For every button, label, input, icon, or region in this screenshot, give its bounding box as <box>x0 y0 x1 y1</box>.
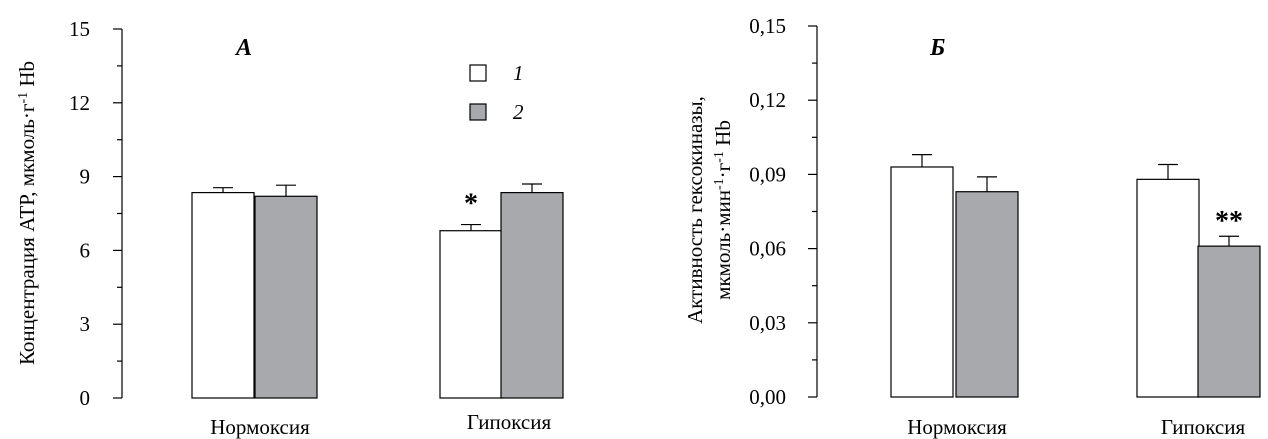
y-tick-label: 0,06 <box>749 237 786 261</box>
panel-b-y-axis-label-line-2: мкмоль·мин-1·г-1 Hb <box>711 120 735 300</box>
bar-Гипоксия-series-2 <box>1197 245 1261 398</box>
chart-panel-b: Б Активность гексокиназы, мкмоль·мин-1·г… <box>683 14 1261 439</box>
y-tick-label: 0,15 <box>749 14 786 38</box>
panel-b-axes: 0,00 0,03 0,06 0,09 0,12 0,15 <box>749 14 818 409</box>
panel-b-y-axis-label-line-1: Активность гексокиназы, <box>683 96 707 324</box>
bar-Нормоксия-series-2 <box>254 195 318 399</box>
legend-swatch-series-2 <box>469 103 487 121</box>
panel-a-category-label-hypoxia: Гипоксия <box>467 410 552 434</box>
panel-b-bars: ** <box>890 154 1261 398</box>
bar-Гипоксия-series-2 <box>500 191 564 399</box>
panel-a-letter: А <box>234 35 252 61</box>
chart-panel-a: А Концентрация АТР, мкмоль·г-1 Hb 036912… <box>15 17 564 439</box>
legend-swatch-series-1 <box>469 64 487 82</box>
legend-label-series-1: 1 <box>513 61 524 85</box>
y-tick-label: 6 <box>80 238 91 262</box>
bar-Гипоксия-series-1 <box>1136 178 1200 398</box>
y-tick-label: 0,00 <box>749 385 786 409</box>
panel-a-axes: 0 3 6 9 12 15 <box>69 17 123 410</box>
significance-marker: ** <box>1215 206 1243 237</box>
y-tick-label: 15 <box>69 17 90 41</box>
bar-Нормоксия-series-1 <box>191 191 255 399</box>
y-tick-label: 0,09 <box>749 162 786 186</box>
panel-a-y-axis-label: Концентрация АТР, мкмоль·г-1 Hb <box>15 61 39 365</box>
panel-b-category-label-hypoxia: Гипоксия <box>1161 415 1246 439</box>
y-tick-label: 0,03 <box>749 311 786 335</box>
y-tick-label: 3 <box>80 312 91 336</box>
significance-marker: * <box>464 189 478 220</box>
y-tick-label: 0,12 <box>749 88 786 112</box>
panel-a-bars: * <box>191 183 564 399</box>
bar-Нормоксия-series-2 <box>955 191 1019 398</box>
y-tick-label: 12 <box>69 91 90 115</box>
legend-label-series-2: 2 <box>513 100 524 124</box>
panel-a-category-label-normoxia: Нормоксия <box>210 415 310 439</box>
panel-b-category-label-normoxia: Нормоксия <box>907 415 1007 439</box>
legend: 1 2 <box>469 61 524 124</box>
bar-Гипоксия-series-1 <box>439 230 503 399</box>
y-tick-label: 0 <box>80 386 91 410</box>
panel-b-letter: Б <box>929 35 945 61</box>
y-tick-label: 9 <box>80 165 91 189</box>
bar-Нормоксия-series-1 <box>890 166 954 398</box>
